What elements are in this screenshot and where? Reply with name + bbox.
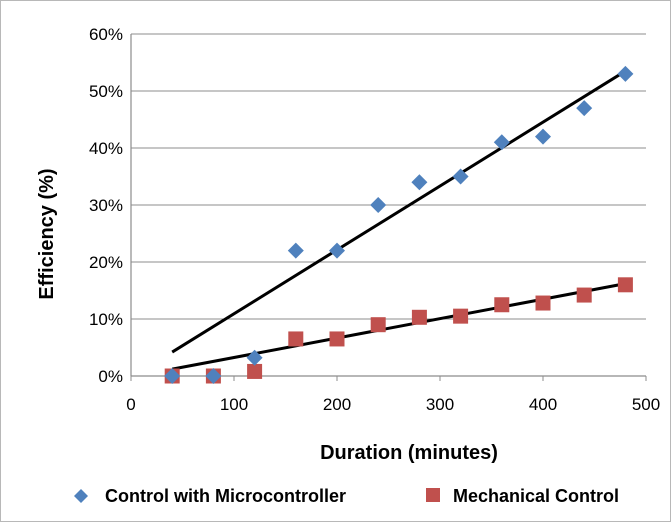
data-point-square [329,331,345,347]
data-point-diamond [617,65,634,82]
y-tick-label: 0% [98,367,123,386]
data-point-diamond [411,174,428,191]
data-point-square [247,363,263,379]
data-point-square [288,331,304,347]
data-point-diamond [246,349,263,366]
data-point-square [453,308,469,324]
data-point-diamond [493,134,510,151]
x-tick-label: 500 [632,395,660,414]
data-point-diamond [164,368,181,384]
legend-label-control-with-microcontroller: Control with Microcontroller [105,486,346,506]
y-tick-label: 60% [89,25,123,44]
x-tick-label: 400 [529,395,557,414]
x-tick-label: 200 [323,395,351,414]
x-axis-title: Duration (minutes) [320,442,498,464]
x-tick-label: 100 [220,395,248,414]
legend-item-mechanical-control: Mechanical Control [426,486,619,506]
data-point-diamond [576,100,593,117]
data-point-diamond [370,197,387,213]
data-point-square [494,297,510,313]
data-point-diamond [287,242,304,259]
data-point-square [617,277,633,293]
data-point-diamond [205,368,222,384]
data-points [164,65,634,384]
data-point-square [535,295,551,311]
x-tick-label: 0 [126,395,135,414]
y-tick-label: 30% [89,196,123,215]
data-point-square [411,309,427,325]
tick-labels: 0% 10% 20% 30% 40% 50% 60% 0 100 200 300 400 500 [89,25,660,414]
y-tick-label: 10% [89,310,123,329]
y-tick-label: 20% [89,253,123,272]
data-point-diamond [329,242,345,259]
data-point-diamond [535,128,551,145]
data-point-square [370,317,386,333]
y-axis-title: Efficiency (%) [36,168,58,299]
legend-marker-square [426,488,440,502]
legend: Control with Microcontroller Mechanical … [74,486,619,506]
data-point-square [576,287,592,303]
data-point-diamond [452,168,469,185]
trendline-series-1 [171,282,626,371]
x-tick-label: 300 [426,395,454,414]
gridlines [131,33,646,320]
legend-marker-diamond [74,489,88,503]
trendline-series-0 [171,69,627,354]
legend-item-control-with-microcontroller: Control with Microcontroller [74,486,346,506]
legend-label-mechanical-control: Mechanical Control [453,486,619,506]
trendlines [171,69,627,371]
y-tick-label: 50% [89,82,123,101]
y-tick-label: 40% [89,139,123,158]
